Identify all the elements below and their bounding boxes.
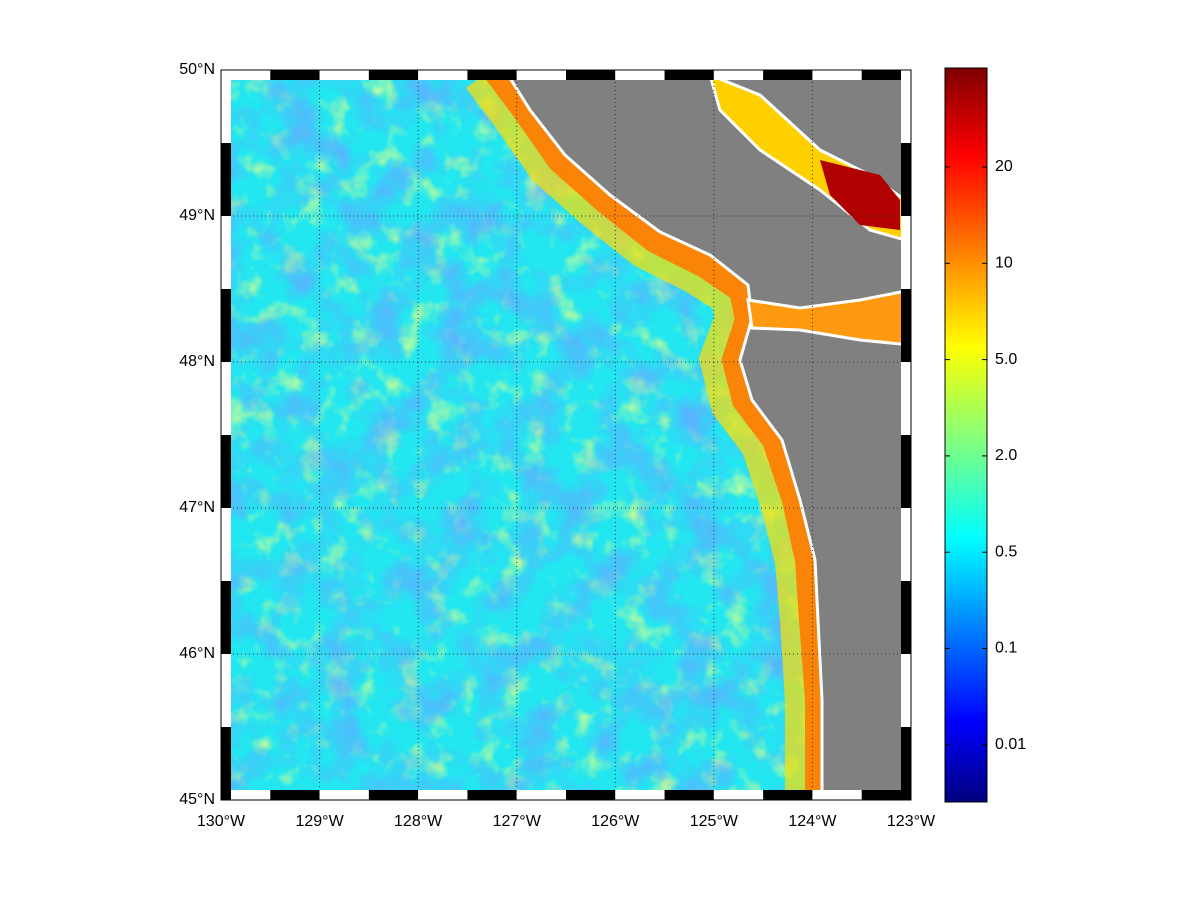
colorbar-label: 0.01: [995, 736, 1026, 753]
frame-segment: [418, 790, 468, 800]
lon-label: 130°W: [197, 813, 246, 830]
frame-segment: [221, 790, 271, 800]
frame-segment: [664, 70, 714, 80]
colorbar-label: 10: [995, 255, 1013, 272]
frame-segment: [270, 70, 320, 80]
frame-segment: [812, 790, 862, 800]
frame-segment: [812, 70, 862, 80]
frame-segment: [319, 790, 369, 800]
frame-segment: [713, 70, 764, 80]
frame-segment: [566, 70, 616, 80]
frame: [220, 69, 912, 801]
frame-segment: [901, 143, 911, 216]
coastal-band: [484, 76, 831, 790]
frame-segment: [901, 581, 911, 654]
lat-label: 47°N: [179, 499, 215, 516]
frame-segment: [615, 70, 665, 80]
lon-label: 124°W: [788, 813, 837, 830]
frame-segment: [615, 790, 665, 800]
frame-segment: [901, 654, 911, 727]
colorbar-label: 0.1: [995, 640, 1017, 657]
frame-segment: [901, 70, 911, 143]
frame-segment: [221, 727, 231, 800]
colorbar-label: 20: [995, 158, 1013, 175]
colorbar-label: 0.5: [995, 543, 1017, 560]
lon-label: 128°W: [394, 813, 443, 830]
lon-label: 127°W: [493, 813, 542, 830]
frame-segment: [221, 508, 231, 581]
frame-segment: [516, 70, 566, 80]
colorbar: [944, 67, 988, 803]
frame-segment: [221, 70, 231, 143]
frame-segment: [221, 654, 231, 727]
frame-segment: [221, 70, 271, 80]
lon-label: 129°W: [295, 813, 344, 830]
colorbar-label: 5.0: [995, 351, 1017, 368]
frame-segment: [270, 790, 320, 800]
frame-segment: [467, 70, 517, 80]
frame-segment: [763, 790, 813, 800]
frame-segment: [221, 289, 231, 362]
frame-segment: [901, 216, 911, 289]
frame-segment: [901, 435, 911, 508]
frame-segment: [763, 70, 813, 80]
frame-segment: [221, 143, 231, 216]
frame-segment: [221, 435, 231, 508]
frame-segment: [368, 790, 419, 800]
lon-label: 125°W: [690, 813, 739, 830]
frame-segment: [713, 790, 764, 800]
colorbar-label: 2.0: [995, 447, 1017, 464]
frame-segment: [901, 289, 911, 362]
frame-segment: [319, 70, 369, 80]
frame-segment: [516, 790, 566, 800]
lon-label: 126°W: [591, 813, 640, 830]
frame-segment: [901, 727, 911, 800]
frame-segment: [418, 70, 468, 80]
frame-segment: [221, 581, 231, 654]
lon-label: 123°W: [887, 813, 936, 830]
strait: [746, 289, 905, 346]
frame-segment: [861, 70, 911, 80]
map-image: [231, 76, 905, 792]
land: [506, 76, 905, 792]
frame-segment: [861, 790, 911, 800]
lat-label: 49°N: [179, 207, 215, 224]
graticule: [221, 70, 911, 800]
frame-segment: [368, 70, 419, 80]
strait: [820, 160, 900, 230]
lat-label: 50°N: [179, 61, 215, 78]
frame-segment: [901, 508, 911, 581]
frame-segment: [221, 362, 231, 435]
lat-label: 45°N: [179, 791, 215, 808]
frame-segment: [901, 362, 911, 435]
lat-label: 46°N: [179, 645, 215, 662]
frame-segment: [221, 216, 231, 289]
frame-border: [220, 69, 912, 801]
frame-segment: [664, 790, 714, 800]
frame-segment: [467, 790, 517, 800]
lat-label: 48°N: [179, 353, 215, 370]
frame-segment: [566, 790, 616, 800]
